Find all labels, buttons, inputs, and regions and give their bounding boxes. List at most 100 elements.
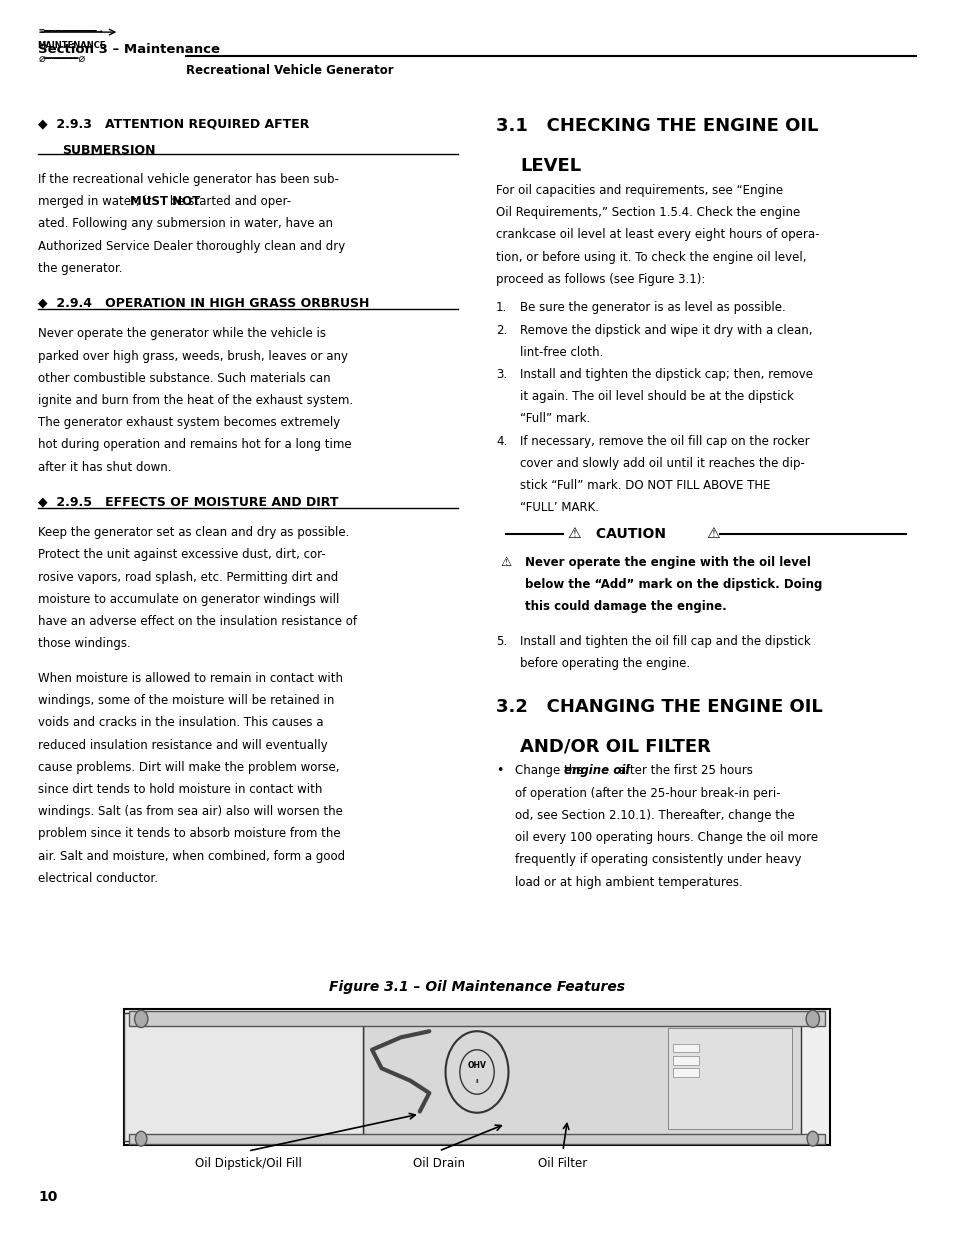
- Text: 5.: 5.: [496, 635, 507, 648]
- Text: have an adverse effect on the insulation resistance of: have an adverse effect on the insulation…: [38, 615, 356, 629]
- Text: Remove the dipstick and wipe it dry with a clean,: Remove the dipstick and wipe it dry with…: [519, 324, 812, 337]
- Text: ignite and burn from the heat of the exhaust system.: ignite and burn from the heat of the exh…: [38, 394, 353, 408]
- Text: ≡━━━━━━━━━→: ≡━━━━━━━━━→: [38, 26, 103, 36]
- Text: Be sure the generator is as level as possible.: Be sure the generator is as level as pos…: [519, 301, 785, 315]
- Text: reduced insulation resistance and will eventually: reduced insulation resistance and will e…: [38, 739, 328, 752]
- Text: 3.1   CHECKING THE ENGINE OIL: 3.1 CHECKING THE ENGINE OIL: [496, 117, 818, 136]
- FancyBboxPatch shape: [129, 1134, 824, 1144]
- Text: of operation (after the 25-hour break-in peri-: of operation (after the 25-hour break-in…: [515, 787, 780, 800]
- Text: after the first 25 hours: after the first 25 hours: [615, 764, 752, 778]
- Text: Figure 3.1 – Oil Maintenance Features: Figure 3.1 – Oil Maintenance Features: [329, 981, 624, 994]
- Text: •: •: [496, 764, 503, 778]
- Text: after it has shut down.: after it has shut down.: [38, 461, 172, 474]
- Text: Never operate the generator while the vehicle is: Never operate the generator while the ve…: [38, 327, 326, 341]
- Text: the generator.: the generator.: [38, 262, 123, 275]
- Text: Keep the generator set as clean and dry as possible.: Keep the generator set as clean and dry …: [38, 526, 349, 540]
- FancyBboxPatch shape: [124, 1013, 362, 1141]
- Text: this could damage the engine.: this could damage the engine.: [524, 600, 725, 614]
- Text: Protect the unit against excessive dust, dirt, cor-: Protect the unit against excessive dust,…: [38, 548, 326, 562]
- Text: below the “Add” mark on the dipstick. Doing: below the “Add” mark on the dipstick. Do…: [524, 578, 821, 592]
- Text: SUBMERSION: SUBMERSION: [62, 144, 155, 158]
- Text: ⌀━━━━━⌀: ⌀━━━━━⌀: [38, 54, 86, 64]
- Text: “FULL’ MARK.: “FULL’ MARK.: [519, 501, 598, 515]
- Text: ◆  2.9.3   ATTENTION REQUIRED AFTER: ◆ 2.9.3 ATTENTION REQUIRED AFTER: [38, 117, 309, 131]
- Text: If necessary, remove the oil fill cap on the rocker: If necessary, remove the oil fill cap on…: [519, 435, 809, 448]
- Text: Oil Requirements,” Section 1.5.4. Check the engine: Oil Requirements,” Section 1.5.4. Check …: [496, 206, 800, 220]
- Text: Never operate the engine with the oil level: Never operate the engine with the oil le…: [524, 556, 810, 569]
- FancyBboxPatch shape: [672, 1056, 699, 1065]
- FancyBboxPatch shape: [124, 1009, 829, 1145]
- Text: “Full” mark.: “Full” mark.: [519, 412, 590, 426]
- FancyBboxPatch shape: [672, 1044, 699, 1052]
- Text: those windings.: those windings.: [38, 637, 131, 651]
- Text: problem since it tends to absorb moisture from the: problem since it tends to absorb moistur…: [38, 827, 340, 841]
- Text: before operating the engine.: before operating the engine.: [519, 657, 689, 671]
- Text: Oil Drain: Oil Drain: [413, 1157, 464, 1171]
- Text: be started and oper-: be started and oper-: [166, 195, 292, 209]
- Text: ⚠: ⚠: [500, 556, 512, 569]
- Text: air. Salt and moisture, when combined, form a good: air. Salt and moisture, when combined, f…: [38, 850, 345, 863]
- Text: The generator exhaust system becomes extremely: The generator exhaust system becomes ext…: [38, 416, 340, 430]
- Text: MAINTENANCE: MAINTENANCE: [37, 41, 106, 51]
- Text: cause problems. Dirt will make the problem worse,: cause problems. Dirt will make the probl…: [38, 761, 339, 774]
- Text: oil every 100 operating hours. Change the oil more: oil every 100 operating hours. Change th…: [515, 831, 818, 845]
- Text: windings, some of the moisture will be retained in: windings, some of the moisture will be r…: [38, 694, 335, 708]
- Text: 2.: 2.: [496, 324, 507, 337]
- Text: 4.: 4.: [496, 435, 507, 448]
- Circle shape: [806, 1131, 818, 1146]
- Text: Oil Dipstick/Oil Fill: Oil Dipstick/Oil Fill: [194, 1157, 301, 1171]
- Text: since dirt tends to hold moisture in contact with: since dirt tends to hold moisture in con…: [38, 783, 322, 797]
- Text: tion, or before using it. To check the engine oil level,: tion, or before using it. To check the e…: [496, 251, 805, 264]
- Text: proceed as follows (see Figure 3.1):: proceed as follows (see Figure 3.1):: [496, 273, 704, 287]
- Text: Section 3 – Maintenance: Section 3 – Maintenance: [38, 43, 220, 57]
- Text: Recreational Vehicle Generator: Recreational Vehicle Generator: [186, 64, 394, 78]
- Text: When moisture is allowed to remain in contact with: When moisture is allowed to remain in co…: [38, 672, 343, 685]
- Text: od, see Section 2.10.1). Thereafter, change the: od, see Section 2.10.1). Thereafter, cha…: [515, 809, 794, 823]
- Text: OHV: OHV: [467, 1061, 486, 1071]
- Text: Install and tighten the dipstick cap; then, remove: Install and tighten the dipstick cap; th…: [519, 368, 812, 382]
- Text: Install and tighten the oil fill cap and the dipstick: Install and tighten the oil fill cap and…: [519, 635, 810, 648]
- Text: Change the: Change the: [515, 764, 587, 778]
- Text: ◆  2.9.5   EFFECTS OF MOISTURE AND DIRT: ◆ 2.9.5 EFFECTS OF MOISTURE AND DIRT: [38, 495, 338, 509]
- Circle shape: [134, 1010, 148, 1028]
- Text: lint-free cloth.: lint-free cloth.: [519, 346, 602, 359]
- Text: windings. Salt (as from sea air) also will worsen the: windings. Salt (as from sea air) also wi…: [38, 805, 343, 819]
- Text: 10: 10: [38, 1191, 57, 1204]
- Text: LEVEL: LEVEL: [519, 157, 580, 175]
- Text: MUST NOT: MUST NOT: [130, 195, 200, 209]
- Text: stick “Full” mark. DO NOT FILL ABOVE THE: stick “Full” mark. DO NOT FILL ABOVE THE: [519, 479, 770, 493]
- Text: II: II: [475, 1079, 478, 1084]
- Text: rosive vapors, road splash, etc. Permitting dirt and: rosive vapors, road splash, etc. Permitt…: [38, 571, 338, 584]
- Text: 1.: 1.: [496, 301, 507, 315]
- Text: CAUTION: CAUTION: [591, 526, 671, 541]
- FancyBboxPatch shape: [667, 1028, 791, 1129]
- Text: Oil Filter: Oil Filter: [537, 1157, 587, 1171]
- Text: other combustible substance. Such materials can: other combustible substance. Such materi…: [38, 372, 331, 385]
- Text: it again. The oil level should be at the dipstick: it again. The oil level should be at the…: [519, 390, 793, 404]
- Text: Authorized Service Dealer thoroughly clean and dry: Authorized Service Dealer thoroughly cle…: [38, 240, 345, 253]
- Text: moisture to accumulate on generator windings will: moisture to accumulate on generator wind…: [38, 593, 339, 606]
- Text: crankcase oil level at least every eight hours of opera-: crankcase oil level at least every eight…: [496, 228, 819, 242]
- Text: hot during operation and remains hot for a long time: hot during operation and remains hot for…: [38, 438, 352, 452]
- Text: 3.: 3.: [496, 368, 507, 382]
- Circle shape: [805, 1010, 819, 1028]
- Text: frequently if operating consistently under heavy: frequently if operating consistently und…: [515, 853, 801, 867]
- Text: AND/OR OIL FILTER: AND/OR OIL FILTER: [519, 737, 710, 756]
- Text: electrical conductor.: electrical conductor.: [38, 872, 158, 885]
- Text: 3.2   CHANGING THE ENGINE OIL: 3.2 CHANGING THE ENGINE OIL: [496, 698, 822, 716]
- FancyBboxPatch shape: [672, 1068, 699, 1077]
- Text: ⚠: ⚠: [705, 526, 719, 541]
- Text: voids and cracks in the insulation. This causes a: voids and cracks in the insulation. This…: [38, 716, 323, 730]
- Text: merged in water, it: merged in water, it: [38, 195, 155, 209]
- Text: load or at high ambient temperatures.: load or at high ambient temperatures.: [515, 876, 742, 889]
- FancyBboxPatch shape: [362, 1013, 801, 1141]
- Circle shape: [135, 1131, 147, 1146]
- Text: engine oil: engine oil: [564, 764, 629, 778]
- FancyBboxPatch shape: [129, 1011, 824, 1026]
- Text: For oil capacities and requirements, see “Engine: For oil capacities and requirements, see…: [496, 184, 782, 198]
- Text: ◆  2.9.4   OPERATION IN HIGH GRASS ORBRUSH: ◆ 2.9.4 OPERATION IN HIGH GRASS ORBRUSH: [38, 296, 369, 310]
- Text: ⚠: ⚠: [567, 526, 580, 541]
- Text: cover and slowly add oil until it reaches the dip-: cover and slowly add oil until it reache…: [519, 457, 804, 471]
- Text: ated. Following any submersion in water, have an: ated. Following any submersion in water,…: [38, 217, 333, 231]
- Text: parked over high grass, weeds, brush, leaves or any: parked over high grass, weeds, brush, le…: [38, 350, 348, 363]
